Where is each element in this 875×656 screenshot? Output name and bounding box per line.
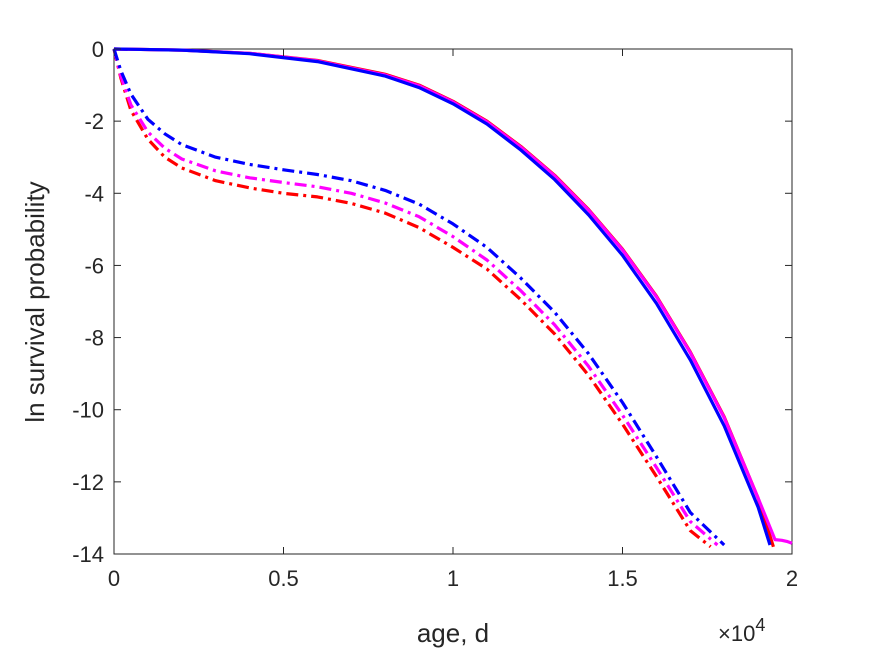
y-axis-label: ln survival probability (20, 181, 50, 422)
series-line-3 (113, 47, 772, 546)
x-tick-label: 1 (447, 566, 459, 591)
x-axis-label: age, d (417, 618, 489, 648)
x-axis-exponent-base: ×10 (718, 621, 755, 646)
y-tick-label: -12 (72, 470, 104, 495)
plot-area (113, 48, 793, 555)
y-tick-label: -6 (84, 253, 104, 278)
y-tick-label: -8 (84, 326, 104, 351)
y-tick-label: 0 (92, 37, 104, 62)
y-tick-label: -14 (72, 542, 104, 567)
x-tick-label: 0.5 (268, 566, 299, 591)
series-line-4 (112, 48, 712, 549)
series-layer (112, 47, 793, 549)
x-tick-label: 1.5 (607, 566, 638, 591)
x-axis: 0 0.5 1 1.5 2 (108, 49, 798, 591)
x-axis-exponent: ×104 (718, 615, 765, 646)
x-tick-label: 0 (108, 566, 120, 591)
y-tick-label: -2 (84, 109, 104, 134)
series-line-5 (112, 48, 719, 547)
x-tick-label: 2 (786, 566, 798, 591)
y-tick-label: -4 (84, 181, 104, 206)
x-axis-exponent-power: 4 (755, 615, 765, 635)
y-axis: 0 -2 -4 -6 -8 -10 -12 -14 (72, 37, 792, 567)
y-tick-label: -10 (72, 398, 104, 423)
